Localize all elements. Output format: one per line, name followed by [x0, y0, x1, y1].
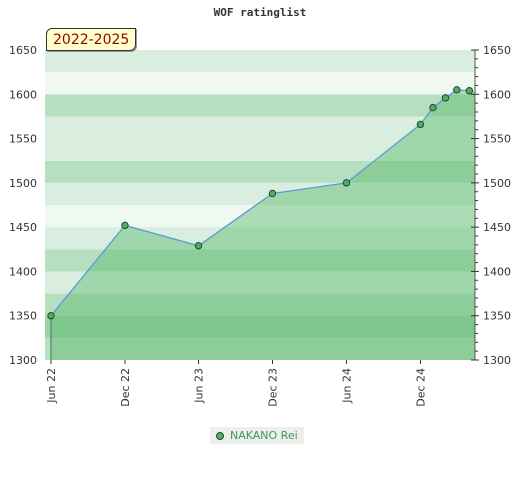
- background-band: [45, 50, 475, 73]
- background-band: [45, 72, 475, 95]
- y-tick-label-left: 1400: [9, 265, 37, 278]
- data-point: [416, 120, 425, 129]
- data-point: [121, 221, 129, 230]
- y-tick-label-right: 1650: [483, 44, 511, 57]
- data-point: [342, 179, 351, 187]
- y-tick-label-right: 1400: [483, 265, 511, 278]
- y-tick-label-left: 1550: [9, 133, 37, 146]
- y-tick-label-left: 1350: [9, 310, 37, 323]
- rating-markers: [47, 86, 474, 320]
- background-band: [45, 205, 475, 228]
- rating-line-path: [50, 89, 470, 317]
- legend[interactable]: NAKANO Rei: [210, 427, 304, 444]
- data-point: [194, 242, 203, 250]
- data-point: [441, 94, 450, 102]
- x-tick-label: Dec 22: [119, 368, 132, 407]
- data-point: [47, 312, 55, 320]
- y-tick-label-right: 1300: [483, 354, 511, 367]
- y-tick-label-left: 1650: [9, 44, 37, 57]
- background-band: [45, 116, 475, 139]
- legend-marker-icon: [216, 431, 224, 440]
- rating-line: [50, 89, 470, 360]
- background-band: [45, 249, 475, 272]
- y-tick-label-left: 1450: [9, 221, 37, 234]
- y-tick-label-right: 1450: [483, 221, 511, 234]
- y-tick-label-right: 1600: [483, 88, 511, 101]
- x-tick-label: Dec 23: [266, 368, 279, 407]
- y-tick-label-right: 1550: [483, 133, 511, 146]
- background-band: [45, 94, 475, 117]
- y-tick-label-right: 1350: [483, 310, 511, 323]
- x-tick-label: Dec 24: [414, 368, 427, 407]
- y-axis-right: 1300 1350 1400 1450 1500 1550 1600 1650: [471, 44, 511, 367]
- y-tick-label-left: 1300: [9, 354, 37, 367]
- y-tick-label-right: 1500: [483, 177, 511, 190]
- y-axis-left: 1300 1350 1400 1450 1500 1550 1600 1650: [9, 44, 37, 367]
- period-badge: 2022-2025: [46, 28, 137, 51]
- background-band: [45, 271, 475, 294]
- x-tick-label: Jun 23: [193, 368, 206, 404]
- x-tick-label: Jun 22: [45, 368, 58, 404]
- data-point: [429, 103, 437, 112]
- background-band: [45, 315, 475, 338]
- data-point: [465, 87, 474, 95]
- x-axis: Jun 22 Dec 22 Jun 23 Dec 23 Jun 24 Dec 24: [45, 360, 427, 407]
- background-band: [45, 138, 475, 161]
- y-tick-label-left: 1600: [9, 88, 37, 101]
- x-tick-label: Jun 24: [340, 368, 353, 404]
- chart-title: WOF ratinglist: [213, 6, 307, 19]
- background-band: [45, 337, 475, 360]
- background-band: [45, 182, 475, 205]
- data-point: [268, 189, 277, 198]
- background-bands: [45, 50, 475, 360]
- rating-area-fill: [51, 89, 475, 360]
- legend-label: NAKANO Rei: [230, 429, 298, 442]
- rating-area: [51, 89, 475, 360]
- background-band: [45, 293, 475, 316]
- data-point: [453, 86, 461, 94]
- y-tick-label-left: 1500: [9, 177, 37, 190]
